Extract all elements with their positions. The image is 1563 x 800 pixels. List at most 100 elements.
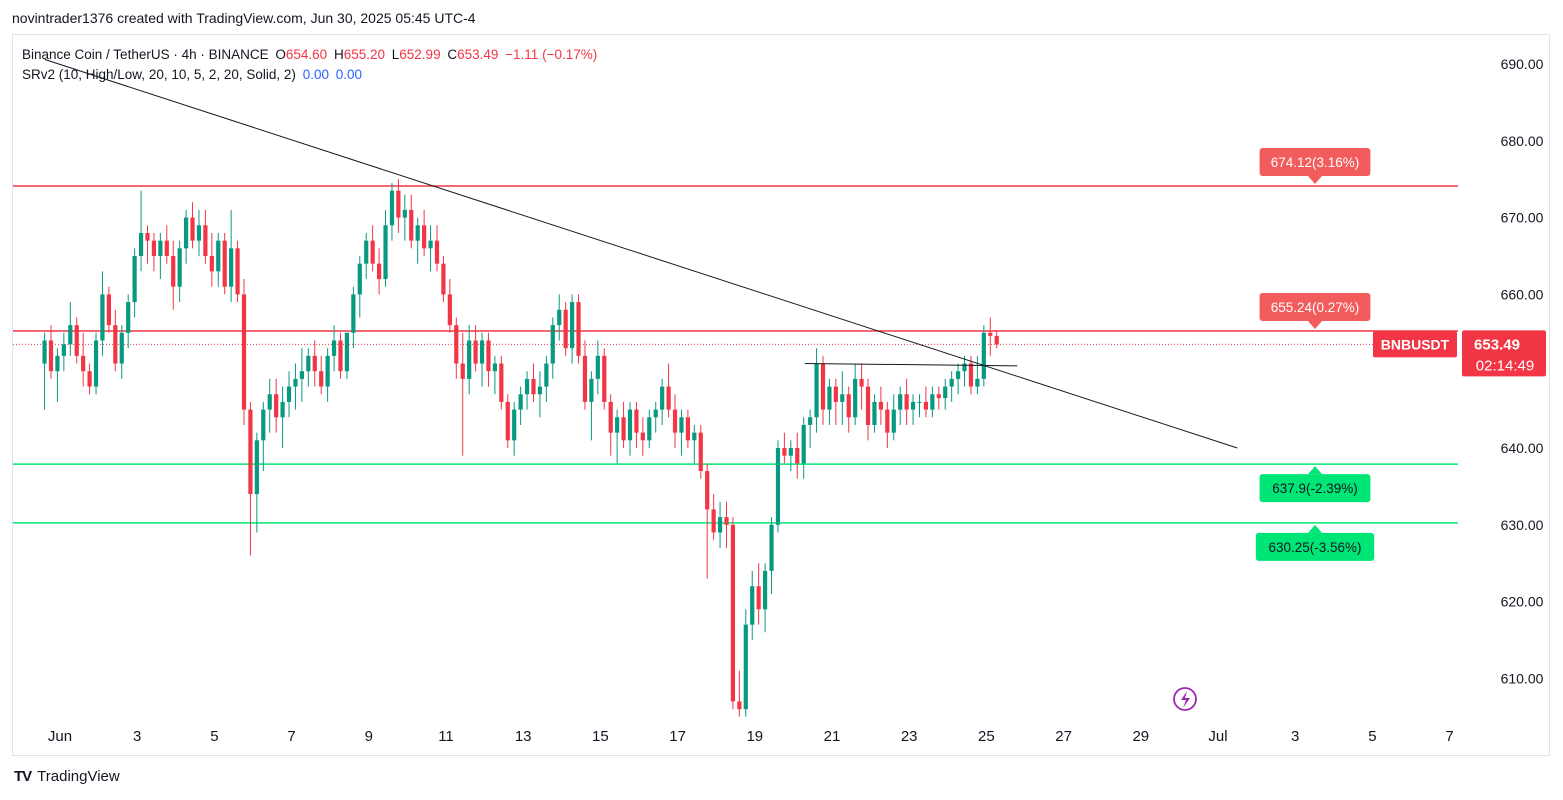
candle-body[interactable]: [981, 332, 986, 379]
candle-body[interactable]: [949, 378, 954, 387]
candle-body[interactable]: [434, 240, 440, 264]
candle-body[interactable]: [994, 335, 999, 345]
candle-body[interactable]: [666, 386, 671, 410]
candle-body[interactable]: [132, 256, 137, 303]
candle-body[interactable]: [955, 371, 961, 379]
candle-body[interactable]: [151, 240, 157, 256]
candle-body[interactable]: [479, 340, 485, 364]
candle-body[interactable]: [100, 294, 105, 341]
candle-body[interactable]: [621, 417, 626, 441]
candle-body[interactable]: [93, 340, 99, 387]
candle-body[interactable]: [409, 209, 414, 241]
indicator-title[interactable]: SRv2 (10, High/Low, 20, 10, 5, 2, 20, So…: [22, 67, 296, 82]
candle-body[interactable]: [923, 401, 929, 410]
candle-body[interactable]: [357, 263, 362, 295]
candle-body[interactable]: [730, 524, 736, 702]
candle-body[interactable]: [930, 394, 935, 410]
candle-body[interactable]: [512, 409, 517, 441]
candle-body[interactable]: [415, 225, 420, 241]
candle-body[interactable]: [724, 517, 729, 525]
candle-body[interactable]: [524, 378, 530, 395]
candle-body[interactable]: [576, 302, 581, 356]
candle-body[interactable]: [872, 401, 877, 425]
candle-body[interactable]: [383, 225, 388, 280]
horizontal-segment[interactable]: [804, 363, 1018, 367]
candle-body[interactable]: [563, 309, 568, 349]
candle-body[interactable]: [331, 340, 337, 356]
symbol-title[interactable]: Binance Coin / TetherUS · 4h · BINANCE: [22, 47, 269, 62]
candle-body[interactable]: [351, 294, 356, 333]
candle-body[interactable]: [402, 209, 407, 218]
candle-body[interactable]: [962, 363, 967, 372]
candle-body[interactable]: [119, 332, 124, 364]
candle-body[interactable]: [853, 378, 858, 418]
candle-body[interactable]: [975, 378, 980, 387]
candle-body[interactable]: [370, 240, 375, 264]
candle-body[interactable]: [608, 401, 613, 433]
candle-body[interactable]: [87, 371, 92, 387]
candle-body[interactable]: [627, 409, 633, 441]
candle-body[interactable]: [750, 586, 755, 625]
candle-body[interactable]: [68, 325, 73, 345]
candle-body[interactable]: [280, 401, 285, 418]
candle-body[interactable]: [499, 363, 504, 402]
candle-body[interactable]: [917, 401, 922, 403]
candle-body[interactable]: [274, 394, 279, 418]
candle-body[interactable]: [589, 378, 594, 402]
candle-body[interactable]: [968, 363, 974, 387]
candle-body[interactable]: [898, 394, 903, 410]
candle-body[interactable]: [762, 570, 768, 610]
candle-body[interactable]: [158, 240, 163, 256]
candle-body[interactable]: [505, 401, 510, 441]
candle-body[interactable]: [203, 225, 208, 256]
candle-body[interactable]: [145, 232, 150, 241]
trendline[interactable]: [44, 58, 1238, 449]
candle-body[interactable]: [705, 471, 710, 510]
candle-body[interactable]: [550, 325, 555, 364]
candle-body[interactable]: [441, 263, 446, 295]
candle-body[interactable]: [113, 325, 118, 364]
candle-body[interactable]: [820, 363, 826, 410]
candle-body[interactable]: [376, 263, 382, 280]
candle-body[interactable]: [216, 240, 221, 272]
candle-body[interactable]: [595, 355, 600, 379]
candle-body[interactable]: [106, 294, 111, 326]
candle-body[interactable]: [557, 309, 562, 326]
candle-body[interactable]: [447, 294, 452, 326]
candle-body[interactable]: [364, 240, 369, 264]
candle-body[interactable]: [904, 394, 909, 410]
candle-body[interactable]: [235, 248, 240, 295]
candle-body[interactable]: [833, 386, 838, 402]
candle-body[interactable]: [338, 340, 343, 372]
candle-body[interactable]: [261, 409, 266, 441]
candle-body[interactable]: [846, 394, 851, 418]
candle-body[interactable]: [164, 240, 169, 256]
candle-body[interactable]: [891, 409, 896, 433]
candle-body[interactable]: [679, 417, 684, 433]
candle-body[interactable]: [209, 256, 214, 272]
candle-body[interactable]: [460, 363, 465, 379]
candle-body[interactable]: [640, 432, 645, 441]
candle-body[interactable]: [936, 394, 941, 399]
candle-body[interactable]: [814, 363, 819, 418]
candle-body[interactable]: [743, 624, 748, 710]
candle-body[interactable]: [248, 409, 253, 495]
candle-body[interactable]: [788, 448, 793, 456]
candle-body[interactable]: [634, 409, 639, 433]
candle-body[interactable]: [196, 225, 202, 241]
candle-body[interactable]: [711, 509, 716, 533]
candle-body[interactable]: [254, 440, 259, 495]
candle-body[interactable]: [55, 355, 60, 372]
candle-body[interactable]: [389, 190, 395, 226]
candle-body[interactable]: [48, 340, 54, 372]
candle-body[interactable]: [454, 325, 459, 364]
candle-body[interactable]: [486, 340, 491, 372]
candle-body[interactable]: [81, 355, 86, 372]
candle-body[interactable]: [241, 294, 247, 410]
candle-body[interactable]: [299, 371, 304, 379]
candle-body[interactable]: [782, 448, 787, 456]
candle-body[interactable]: [717, 517, 723, 533]
candle-body[interactable]: [306, 355, 311, 372]
candle-body[interactable]: [756, 586, 761, 610]
